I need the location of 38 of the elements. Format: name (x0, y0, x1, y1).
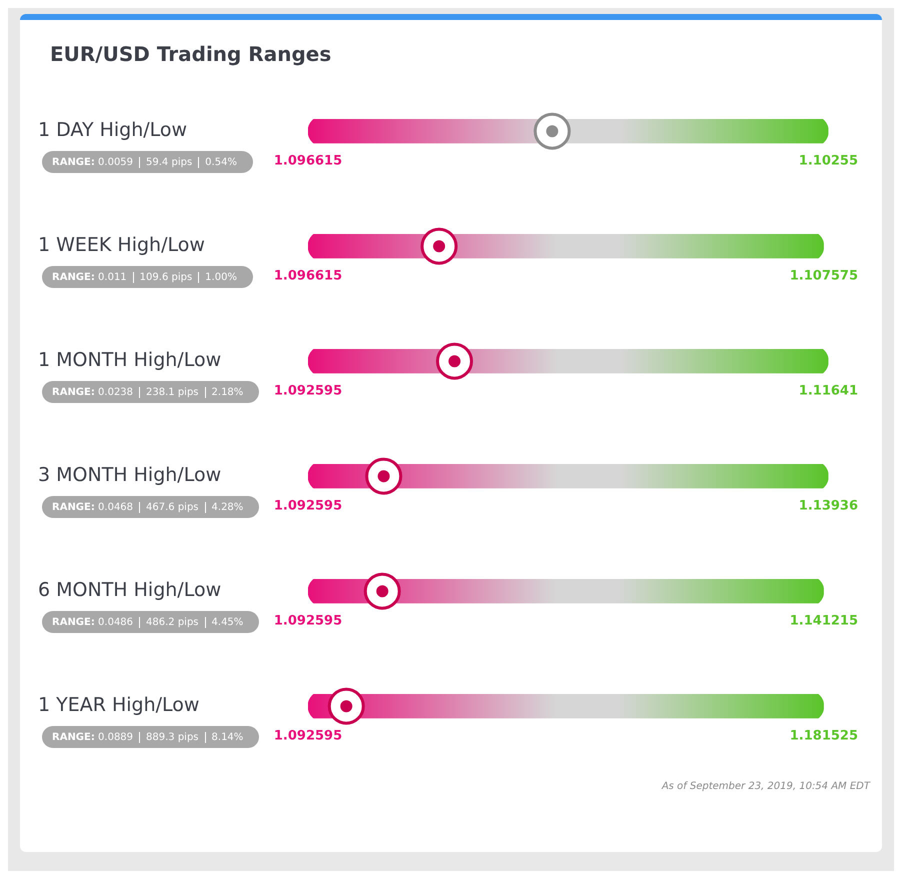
text: RANGE: 0.0486 (52, 616, 134, 628)
text: 109.6 pips (132, 272, 198, 282)
text: RANGE: 0.0059 (52, 156, 134, 168)
text: 4.45% (204, 616, 250, 628)
text: As of September 23, 2019, 10:54 AM EDT (662, 781, 870, 792)
text: 2.18% (204, 386, 250, 398)
y-tick-label: 1 WEEK High/Low (38, 234, 205, 256)
chart-title: EUR/USD Trading Ranges (49, 41, 332, 68)
x-tick-label: 1.107575 (790, 268, 858, 284)
text: 59.4 pips (139, 156, 198, 168)
text: 0.54% (198, 156, 243, 168)
x-tick-label: 1.11641 (798, 384, 858, 399)
y-tick-label: 1 YEAR High/Low (38, 694, 200, 716)
x-tick-label: 1.13936 (798, 498, 858, 514)
text: 238.1 pips (139, 386, 205, 398)
text: 4.28% (204, 502, 250, 512)
text: 467.6 pips (139, 502, 205, 512)
x-tick-label: 1.092595 (274, 614, 342, 629)
y-tick-label: 1 DAY High/Low (38, 119, 188, 142)
text: RANGE: 0.0889 (52, 732, 134, 742)
text: RANGE: 0.0238 (52, 386, 134, 398)
text: 1.00% (198, 272, 243, 282)
x-tick-label: 1.096615 (274, 268, 342, 284)
text: 889.3 pips (139, 732, 205, 742)
text: 8.14% (204, 732, 250, 742)
text: RANGE: 0.0468 (52, 502, 134, 512)
y-tick-label: 3 MONTH High/Low (38, 464, 222, 486)
x-tick-label: 1.092595 (274, 728, 342, 744)
x-tick-label: 1.181525 (790, 728, 858, 744)
x-tick-label: 1.092595 (274, 498, 342, 514)
x-tick-label: 1.141215 (790, 614, 858, 629)
x-tick-label: 1.092595 (274, 384, 342, 399)
y-tick-label: 1 MONTH High/Low (38, 349, 222, 372)
y-tick-label: 6 MONTH High/Low (38, 579, 222, 602)
text: 486.2 pips (139, 616, 205, 628)
x-tick-label: 1.096615 (274, 154, 342, 169)
text: RANGE: 0.011 (52, 272, 128, 282)
x-tick-label: 1.10255 (798, 154, 858, 169)
